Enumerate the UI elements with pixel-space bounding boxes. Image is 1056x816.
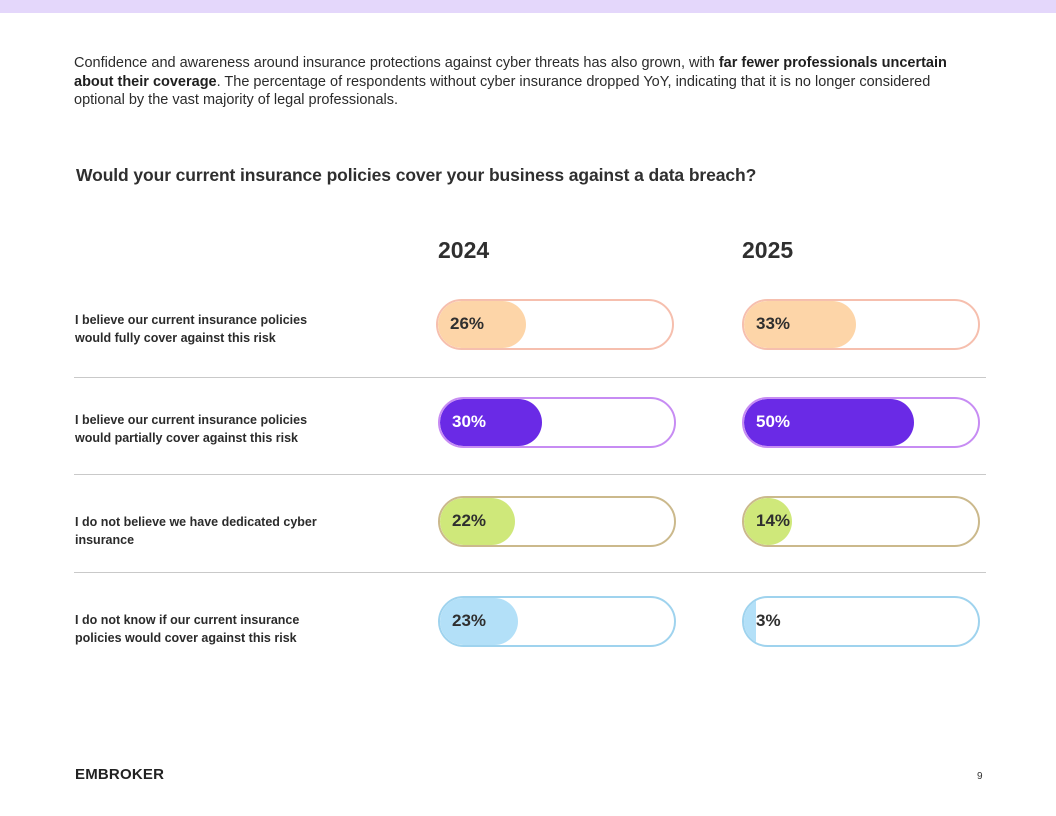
intro-paragraph: Confidence and awareness around insuranc… [74, 54, 974, 110]
row-divider [74, 377, 986, 378]
bar-fill-2024-fully-cover [438, 301, 527, 348]
bar-2025-partially-cover: 50% [742, 397, 980, 448]
chart-title: Would your current insurance policies co… [76, 165, 757, 185]
intro-bold-text: far fewer professionals uncertain about … [74, 55, 947, 90]
bar-fill-2025-no-cyber-insurance [744, 498, 792, 545]
bar-fill-2025-partially-cover [744, 399, 914, 446]
bar-2024-fully-cover: 26% [436, 299, 674, 350]
year-header-2024: 2024 [438, 237, 490, 263]
bar-fill-2024-partially-cover [440, 399, 542, 446]
intro-text-2: . The percentage of respondents without … [74, 73, 931, 109]
row-label-partially-cover: I believe our current insurance policies… [75, 413, 308, 445]
page-number: 9 [977, 771, 983, 782]
data-label-2025-do-not-know: 3% [756, 611, 781, 630]
data-label-2025-fully-cover: 33% [756, 314, 791, 333]
row-divider [74, 572, 986, 573]
row-label-do-not-know: I do not know if our current insurance p… [75, 613, 300, 645]
bar-fill-2024-do-not-know [440, 598, 519, 645]
bar-2024-partially-cover: 30% [438, 397, 676, 448]
data-label-2024-no-cyber-insurance: 22% [452, 511, 487, 530]
intro-text-1: Confidence and awareness around insuranc… [74, 55, 719, 71]
bar-fill-2025-fully-cover [744, 301, 856, 348]
embroker-logo: EMBROKER [75, 766, 165, 783]
data-label-2025-no-cyber-insurance: 14% [756, 511, 791, 530]
year-header-2025: 2025 [742, 237, 794, 263]
bar-2025-do-not-know: 3% [742, 596, 980, 647]
bar-fill-2025-do-not-know [744, 598, 756, 645]
bar-2024-no-cyber-insurance: 22% [438, 496, 676, 547]
bar-2024-do-not-know: 23% [438, 596, 676, 647]
data-label-2025-partially-cover: 50% [756, 412, 791, 431]
bar-2025-fully-cover: 33% [742, 299, 980, 350]
bar-2025-no-cyber-insurance: 14% [742, 496, 980, 547]
data-label-2024-fully-cover: 26% [450, 314, 485, 333]
top-accent-band [0, 0, 1056, 13]
row-label-no-cyber-insurance: I do not believe we have dedicated cyber… [75, 515, 317, 547]
data-label-2024-do-not-know: 23% [452, 611, 487, 630]
row-label-fully-cover: I believe our current insurance policies… [75, 313, 308, 345]
data-label-2024-partially-cover: 30% [452, 412, 487, 431]
row-divider [74, 474, 986, 475]
bar-fill-2024-no-cyber-insurance [440, 498, 515, 545]
